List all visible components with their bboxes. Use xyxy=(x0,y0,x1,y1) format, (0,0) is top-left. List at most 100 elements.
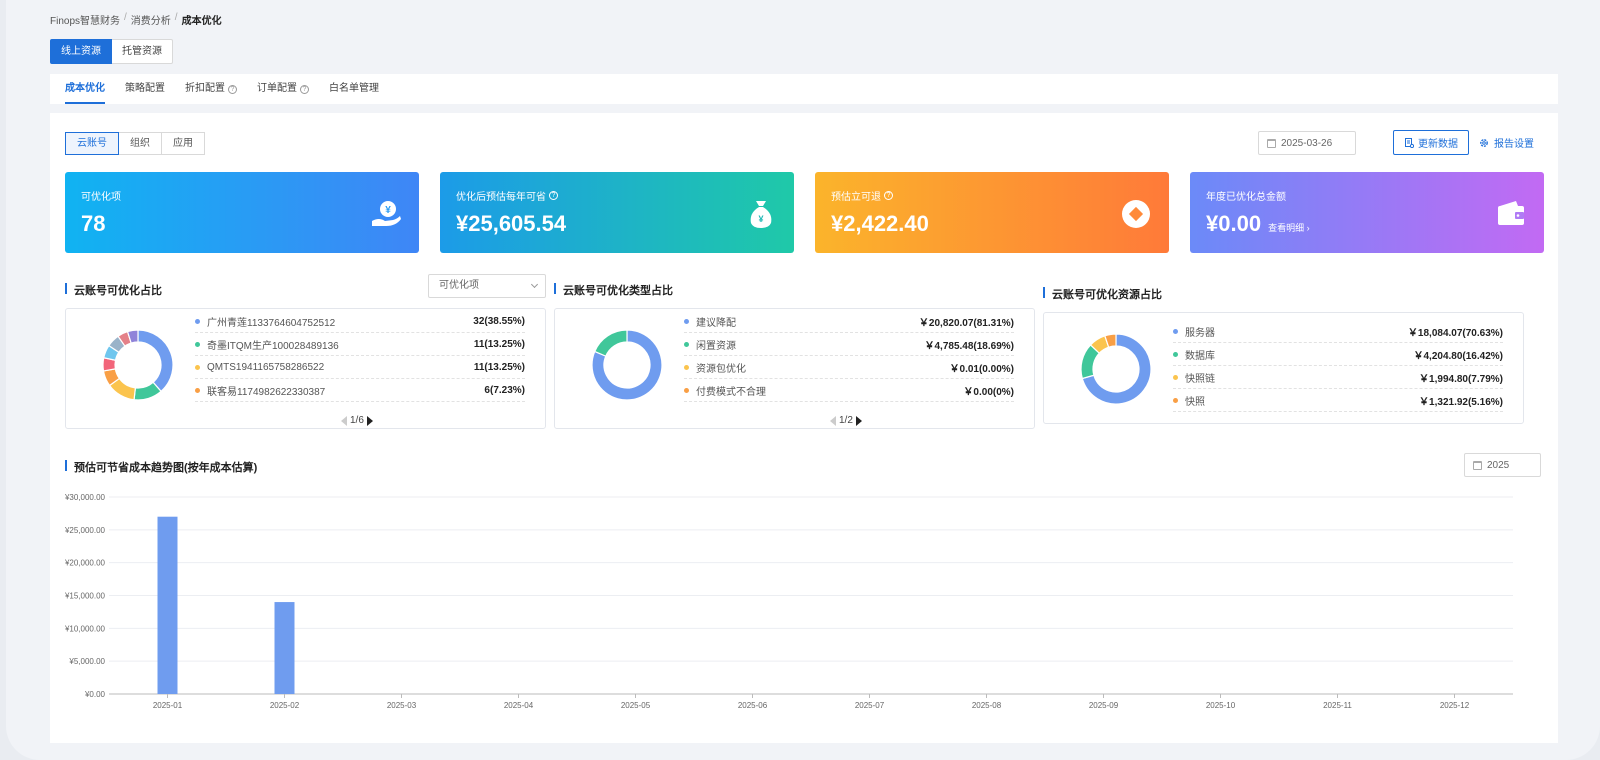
legend-item[interactable]: 建议降配 ￥20,820.07(81.31%) xyxy=(684,310,1014,333)
section-title-type-ratio: 云账号可优化类型占比 xyxy=(554,282,673,298)
next-page-button[interactable] xyxy=(855,415,862,426)
legend-name: 闲置资源 xyxy=(696,340,736,352)
bar[interactable] xyxy=(157,516,178,694)
tab-online-resources[interactable]: 线上资源 xyxy=(50,39,112,64)
pager: 1/2 xyxy=(830,415,862,426)
page-indicator: 1/6 xyxy=(350,415,364,426)
year-picker[interactable]: 2025 xyxy=(1464,453,1541,477)
donut-slice[interactable] xyxy=(137,329,174,393)
next-page-button[interactable] xyxy=(366,415,373,426)
legend-item[interactable]: 数据库 ￥4,204.80(16.42%) xyxy=(1173,343,1503,366)
breadcrumb-item[interactable]: Finops智慧财务 xyxy=(50,16,121,27)
legend-name: 数据库 xyxy=(1185,350,1215,362)
legend-item[interactable]: 付费模式不合理 ￥0.00(0%) xyxy=(684,379,1014,402)
metric-select[interactable]: 可优化项 xyxy=(428,274,546,298)
document-icon xyxy=(1405,137,1414,148)
help-icon[interactable]: ? xyxy=(884,191,893,200)
legend-item[interactable]: 闲置资源 ￥4,785.48(18.69%) xyxy=(684,333,1014,356)
trend-bar-chart: ¥0.00 ¥5,000.00 ¥10,000.00 ¥15,000.00 ¥20,00… xyxy=(64,493,1513,710)
help-icon[interactable]: ? xyxy=(228,84,237,94)
legend-dot xyxy=(195,364,200,370)
legend-item[interactable]: 服务器 ￥18,084.07(70.63%) xyxy=(1173,320,1503,343)
scope-tabs: 云账号 组织 应用 xyxy=(65,132,205,155)
gear-icon xyxy=(1480,138,1488,147)
coin-icon xyxy=(1122,200,1150,228)
donut-slice[interactable] xyxy=(126,329,139,344)
prev-page-button[interactable] xyxy=(341,415,347,426)
tab-whitelist[interactable]: 白名单管理 xyxy=(329,74,379,104)
date-picker[interactable]: 2025-03-26 xyxy=(1258,131,1356,155)
tab-cost-optimization[interactable]: 成本优化 xyxy=(65,74,105,104)
svg-text:¥: ¥ xyxy=(758,214,763,224)
legend-item[interactable]: 联客易1174982622330387 6(7.23%) xyxy=(195,379,525,402)
breadcrumb-separator: / xyxy=(174,12,178,23)
legend-value: ￥18,084.07(70.63%) xyxy=(1407,327,1503,339)
wallet-icon xyxy=(1498,201,1524,225)
chevron-down-icon xyxy=(530,280,539,289)
legend-list: 广州青莲1133764604752512 32(38.55%) 奇墨ITQM生产1… xyxy=(195,310,525,402)
legend-dot xyxy=(195,387,200,393)
report-settings-label: 报告设置 xyxy=(1494,139,1534,150)
kpi-value: ¥2,422.40 xyxy=(831,211,929,237)
prev-page-button[interactable] xyxy=(830,415,836,426)
kpi-value: 78 xyxy=(81,211,105,237)
scope-tab-cloud-account[interactable]: 云账号 xyxy=(65,132,119,155)
breadcrumb-item[interactable]: 消费分析 xyxy=(130,16,171,27)
donut-slice[interactable] xyxy=(591,329,663,401)
section-title-trend: 预估可节省成本趋势图(按年成本估算) xyxy=(65,459,257,475)
money-bag-icon: ¥ xyxy=(750,201,772,228)
x-tick-label: 2025-02 xyxy=(270,701,300,710)
legend-list: 建议降配 ￥20,820.07(81.31%) 闲置资源 ￥4,785.48(18.… xyxy=(684,310,1014,402)
legend-dot xyxy=(684,387,689,393)
section-title-account-ratio: 云账号可优化占比 xyxy=(65,282,162,298)
type-ratio-panel: 建议降配 ￥20,820.07(81.31%) 闲置资源 ￥4,785.48(18.… xyxy=(554,308,1035,429)
yen-hand-icon: ¥ xyxy=(372,201,401,226)
view-details-link[interactable]: 查看明细 › xyxy=(1268,223,1310,233)
tab-strategy-config[interactable]: 策略配置 xyxy=(125,74,165,104)
legend-name: 联客易1174982622330387 xyxy=(207,386,326,398)
update-data-button[interactable]: 更新数据 xyxy=(1393,130,1469,155)
legend-item[interactable]: 奇墨ITQM生产100028489136 11(13.25%) xyxy=(195,333,525,356)
scope-tab-application[interactable]: 应用 xyxy=(162,132,205,155)
kpi-label: 年度已优化总金额 xyxy=(1206,188,1286,203)
donut-chart xyxy=(102,329,174,401)
donut-slice[interactable] xyxy=(1081,333,1152,405)
x-tick-label: 2025-09 xyxy=(1089,701,1119,710)
kpi-label-text: 可优化项 xyxy=(81,192,121,203)
section-title-resource-ratio: 云账号可优化资源占比 xyxy=(1043,286,1162,302)
legend-dot xyxy=(195,341,200,347)
x-tick-label: 2025-01 xyxy=(153,701,183,710)
y-tick-label: ¥30,000.00 xyxy=(64,493,106,502)
x-tick-label: 2025-07 xyxy=(855,701,885,710)
y-tick-label: ¥15,000.00 xyxy=(64,592,106,601)
legend-dot xyxy=(195,318,200,324)
donut-slice[interactable] xyxy=(593,329,628,357)
legend-item[interactable]: 资源包优化 ￥0.01(0.00%) xyxy=(684,356,1014,379)
kpi-card-optimizable-items: 可优化项 78 ¥ xyxy=(65,172,419,253)
kpi-label-text: 优化后预估每年可省 xyxy=(456,192,546,203)
help-icon[interactable]: ? xyxy=(549,191,558,200)
y-tick-label: ¥10,000.00 xyxy=(64,624,106,633)
legend-dot xyxy=(684,318,689,324)
x-tick-label: 2025-12 xyxy=(1440,701,1470,710)
bar[interactable] xyxy=(274,602,295,694)
legend-item[interactable]: 快照 ￥1,321.92(5.16%) xyxy=(1173,389,1503,412)
tab-hosted-resources[interactable]: 托管资源 xyxy=(112,39,173,64)
resource-tabs: 线上资源 托管资源 xyxy=(50,39,173,64)
legend-item[interactable]: QMTS1941165758286522 11(13.25%) xyxy=(195,356,525,379)
kpi-value-text: 78 xyxy=(81,211,106,236)
donut-slice[interactable] xyxy=(1104,333,1117,348)
main-panel: 云账号 组织 应用 2025-03-26 更新数据 报告设置 可优化项 78 ¥ xyxy=(50,113,1558,743)
report-settings-button[interactable]: 报告设置 xyxy=(1479,130,1534,155)
tab-order-config[interactable]: 订单配置? xyxy=(257,74,309,104)
update-data-label: 更新数据 xyxy=(1418,139,1458,150)
tab-discount-config[interactable]: 折扣配置? xyxy=(185,74,237,104)
kpi-label: 可优化项 xyxy=(81,188,121,203)
legend-item[interactable]: 快照链 ￥1,994.80(7.79%) xyxy=(1173,366,1503,389)
scope-tab-organization[interactable]: 组织 xyxy=(119,132,162,155)
app-frame: Finops智慧财务 / 消费分析 / 成本优化 线上资源 托管资源 成本优化 … xyxy=(6,0,1600,760)
legend-dot xyxy=(684,341,689,347)
help-icon[interactable]: ? xyxy=(300,84,309,94)
legend-item[interactable]: 广州青莲1133764604752512 32(38.55%) xyxy=(195,310,525,333)
kpi-value-text: ¥25,605.54 xyxy=(456,211,567,236)
